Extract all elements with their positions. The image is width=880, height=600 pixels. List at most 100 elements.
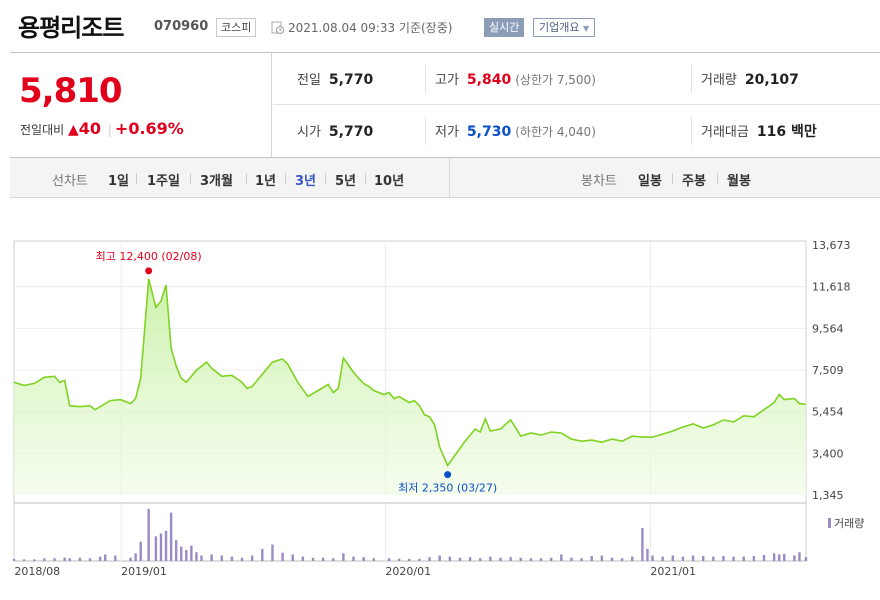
period-separator (190, 173, 191, 184)
high-label: 고가 (435, 73, 459, 88)
chevron-down-icon: ▼ (582, 24, 590, 33)
volume-bar (570, 557, 573, 561)
candle-weekly[interactable]: 주봉 (682, 174, 706, 189)
price-stats: 전일 5,770 고가 5,840 (상한가 7,500) 거래량 20,107 시가 5… (273, 53, 880, 157)
volume-bar (458, 557, 462, 561)
y-tick-label: 13,673 (812, 239, 851, 252)
period-5y[interactable]: 5년 (335, 174, 357, 189)
realtime-button[interactable]: 실시간 (484, 18, 525, 37)
volume-bar (489, 556, 492, 561)
volume-bar (321, 557, 325, 561)
line-chart-label: 선차트 (52, 174, 88, 189)
x-tick-label: 2018/08 (14, 565, 60, 578)
max-point-marker (145, 267, 153, 275)
x-tick-label: 2021/01 (650, 565, 696, 578)
volume-bar (220, 555, 223, 561)
period-separator (717, 173, 718, 184)
volume-bar (129, 557, 132, 561)
price-area (14, 278, 806, 495)
volume-bar (428, 557, 431, 561)
stats-row-1: 전일 5,770 고가 5,840 (상한가 7,500) 거래량 20,107 (273, 53, 880, 105)
volume-bar (332, 558, 335, 561)
y-tick-label: 9,564 (812, 322, 844, 335)
volume-bar (134, 553, 137, 561)
chart-period-bar: 선차트 1일 1주일 3개월 1년 3년 5년 10년 봉차트 일봉 주봉 월봉 (10, 158, 880, 198)
volume-bar (114, 555, 117, 561)
volume-bar (22, 559, 26, 561)
volume-bar (190, 545, 193, 561)
lower-limit: (하한가 4,040) (515, 125, 596, 139)
price-chart: 13,673 11,618 9,564 7,509 5,454 3,400 1,345 201… (12, 239, 864, 578)
volume-bar (261, 548, 264, 561)
volume-bar (169, 512, 173, 561)
y-tick-label: 5,454 (812, 406, 844, 419)
volume-bar (560, 554, 563, 561)
volume-bar (418, 558, 421, 561)
volume-bar (68, 558, 71, 561)
candle-daily[interactable]: 일봉 (638, 174, 662, 189)
volume-bar (139, 541, 142, 561)
prev-close-stat: 전일 5,770 (297, 69, 373, 88)
volume-bar (641, 528, 644, 561)
period-separator (136, 173, 137, 184)
low-label: 저가 (435, 125, 459, 140)
volume-bar (631, 556, 634, 561)
stock-header: 용평리조트 070960 코스피 2021.08.04 09:33 기준(장중)… (0, 0, 880, 48)
period-10y[interactable]: 10년 (374, 174, 405, 189)
volume-bar (701, 556, 705, 561)
change-percent: +0.69% (114, 119, 184, 138)
volume-bar (712, 556, 715, 561)
period-3m[interactable]: 3개월 (200, 174, 233, 189)
volume-bar (742, 556, 745, 561)
min-annotation: 최저 2,350 (03/27) (398, 482, 497, 495)
period-separator (325, 173, 326, 184)
y-tick-label: 11,618 (812, 281, 851, 294)
volume-bar (646, 548, 649, 561)
volume-label: 거래량 (701, 73, 737, 88)
company-code: 070960 (154, 19, 209, 34)
candle-chart-label: 봉차트 (581, 174, 617, 189)
volume-bar (798, 552, 801, 561)
volume-bar (529, 558, 533, 561)
volume-bar (271, 544, 274, 561)
period-1d[interactable]: 1일 (108, 174, 130, 189)
volume-bar (185, 550, 188, 561)
volume-bar (499, 557, 502, 561)
volume-bar (352, 556, 355, 561)
volume-bar (154, 536, 158, 561)
period-3y[interactable]: 3년 (295, 174, 317, 189)
x-tick-label: 2019/01 (121, 565, 167, 578)
candle-monthly[interactable]: 월봉 (727, 174, 751, 189)
volume-bar (88, 558, 92, 561)
period-1w[interactable]: 1주일 (147, 174, 180, 189)
volume-legend-label: 거래량 (834, 517, 864, 530)
volume-bar (804, 557, 808, 561)
volume-value: 20,107 (744, 72, 799, 88)
company-info-label: 기업개요 (539, 21, 580, 34)
high-value: 5,840 (466, 72, 512, 88)
column-divider (425, 65, 426, 93)
company-info-dropdown[interactable]: 기업개요 ▼ (533, 18, 596, 37)
low-stat: 저가 5,730 (하한가 4,040) (435, 121, 596, 140)
volume-bar (174, 540, 178, 561)
volume-bar (147, 508, 150, 561)
max-annotation: 최고 12,400 (02/08) (96, 250, 202, 263)
volume-bar (509, 557, 512, 561)
volume-bar (210, 554, 213, 561)
volume-stat: 거래량 20,107 (701, 69, 799, 88)
current-price: 5,810 (19, 71, 123, 111)
volume-bar (681, 556, 685, 561)
period-separator (365, 173, 366, 184)
volume-bar (200, 555, 203, 561)
volume-bar (539, 558, 543, 561)
volume-bar (783, 553, 786, 561)
column-divider (691, 65, 692, 93)
volume-bar (342, 553, 345, 561)
upper-limit: (상한가 7,500) (515, 73, 596, 87)
period-1y[interactable]: 1년 (255, 174, 277, 189)
change-label: 전일대비 (20, 123, 65, 137)
volume-bar (661, 556, 664, 561)
volume-bar (230, 556, 234, 561)
line-chart-periods: 선차트 1일 1주일 3개월 1년 3년 5년 10년 (10, 158, 450, 198)
volume-bar (195, 552, 198, 561)
